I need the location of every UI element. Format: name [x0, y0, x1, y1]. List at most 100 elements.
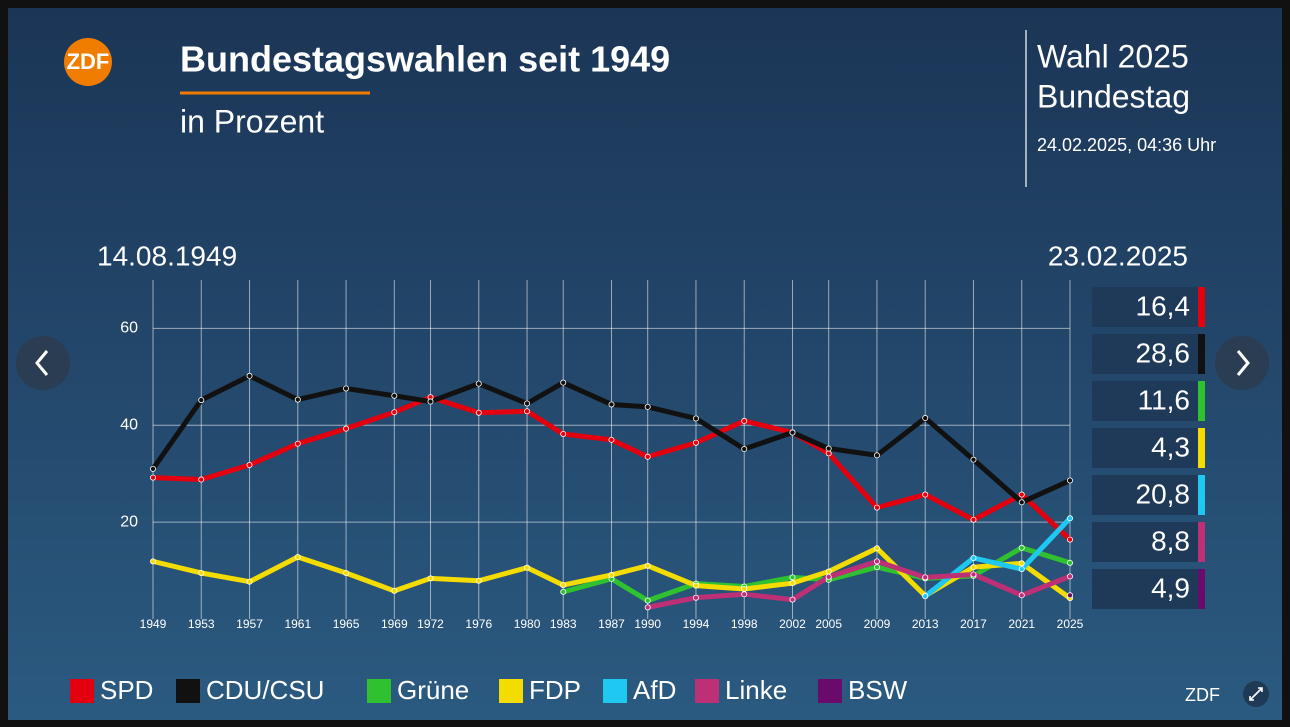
point — [789, 596, 796, 603]
x-tick-label: 1980 — [514, 617, 541, 631]
next-icon — [1236, 350, 1250, 376]
prev-button[interactable] — [16, 336, 70, 390]
start-date: 14.08.1949 — [97, 240, 237, 271]
legend-swatch — [499, 679, 523, 703]
value-box — [1092, 475, 1200, 515]
point — [246, 372, 253, 379]
point — [789, 574, 796, 581]
value-box — [1092, 569, 1200, 609]
fullscreen-icon — [1249, 687, 1263, 701]
point — [560, 379, 567, 386]
title: Bundestagswahlen seit 1949 — [180, 39, 670, 80]
point — [343, 385, 350, 392]
point — [922, 415, 929, 422]
value-box — [1092, 381, 1200, 421]
prev-icon — [35, 350, 49, 376]
point — [922, 574, 929, 581]
x-tick-label: 2021 — [1008, 617, 1035, 631]
point — [198, 476, 205, 483]
point — [741, 591, 748, 598]
point — [246, 578, 253, 585]
legend-label: BSW — [848, 675, 908, 705]
point — [970, 456, 977, 463]
value-label: 28,6 — [1136, 337, 1191, 368]
value-box — [1092, 428, 1200, 468]
point — [608, 401, 615, 408]
value-stripe — [1198, 334, 1205, 374]
point — [922, 491, 929, 498]
point — [391, 409, 398, 416]
x-tick-label: 1987 — [598, 617, 625, 631]
point — [644, 403, 651, 410]
point — [560, 588, 567, 595]
value-stripe — [1198, 522, 1205, 562]
point — [873, 558, 880, 565]
point — [825, 445, 832, 452]
value-stripe — [1198, 428, 1205, 468]
point — [644, 562, 651, 569]
x-tick-label: 1976 — [465, 617, 492, 631]
x-tick-label: 1957 — [236, 617, 263, 631]
point — [198, 397, 205, 404]
point — [692, 415, 699, 422]
election: Wahl 2025 — [1037, 38, 1189, 74]
point — [343, 425, 350, 432]
point — [873, 564, 880, 571]
x-tick-label: 1969 — [381, 617, 408, 631]
point — [1018, 491, 1025, 498]
end-date: 23.02.2025 — [1048, 240, 1188, 271]
body: Bundestag — [1037, 78, 1190, 114]
x-tick-label: 1998 — [731, 617, 758, 631]
value-stripe — [1198, 287, 1205, 327]
legend-label: AfD — [633, 675, 676, 705]
value-label: 4,9 — [1151, 572, 1190, 603]
point — [1018, 566, 1025, 573]
y-tick-label: 60 — [120, 320, 138, 337]
point — [149, 558, 156, 565]
logo: ZDF — [67, 49, 110, 74]
point — [294, 554, 301, 561]
x-tick-label: 1965 — [333, 617, 360, 631]
timestamp: 24.02.2025, 04:36 Uhr — [1037, 135, 1216, 155]
point — [560, 582, 567, 589]
value-box — [1092, 522, 1200, 562]
legend-swatch — [70, 679, 94, 703]
point — [391, 392, 398, 399]
point — [789, 429, 796, 436]
value-label: 20,8 — [1136, 478, 1191, 509]
point — [825, 573, 832, 580]
x-tick-label: 1983 — [550, 617, 577, 631]
point — [741, 585, 748, 592]
point — [1067, 573, 1074, 580]
legend-swatch — [176, 679, 200, 703]
x-tick-label: 1953 — [188, 617, 215, 631]
x-tick-label: 1949 — [140, 617, 167, 631]
legend-label: Linke — [725, 675, 787, 705]
value-label: 4,3 — [1151, 431, 1190, 462]
next-button[interactable] — [1215, 336, 1269, 390]
point — [391, 587, 398, 594]
value-label: 11,6 — [1138, 384, 1190, 415]
point — [970, 564, 977, 571]
legend-swatch — [367, 679, 391, 703]
point — [1067, 477, 1074, 484]
point — [294, 396, 301, 403]
point — [922, 593, 929, 600]
point — [1018, 560, 1025, 567]
point — [789, 580, 796, 587]
point — [825, 450, 832, 457]
legend-swatch — [818, 679, 842, 703]
legend-label: SPD — [100, 675, 153, 705]
y-tick-label: 40 — [120, 417, 138, 434]
point — [741, 417, 748, 424]
logo-mark — [64, 38, 112, 86]
point — [608, 571, 615, 578]
value-stripe — [1198, 381, 1205, 421]
point — [608, 436, 615, 443]
point — [692, 582, 699, 589]
legend-swatch — [695, 679, 719, 703]
x-tick-label: 2013 — [912, 617, 939, 631]
point — [524, 400, 531, 407]
point — [825, 568, 832, 575]
point — [692, 594, 699, 601]
